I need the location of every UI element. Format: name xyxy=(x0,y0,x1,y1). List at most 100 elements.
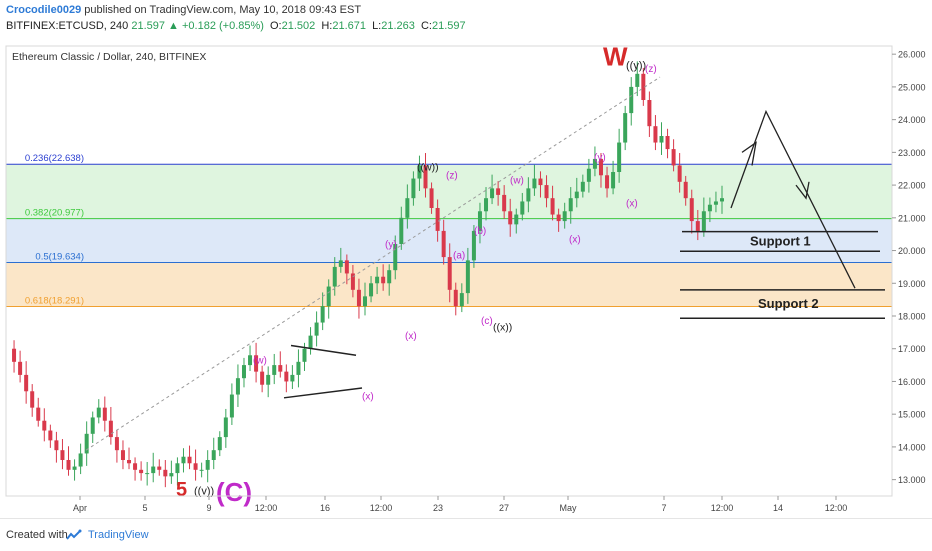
fib-label: 0.5(19.634) xyxy=(35,252,84,263)
candle-body xyxy=(381,276,386,284)
candle-body xyxy=(260,371,265,385)
drawings: Support 1 Support 2 xyxy=(85,76,885,451)
candle-body xyxy=(12,348,17,362)
candle-body xyxy=(695,221,700,231)
wave-label: W xyxy=(603,42,628,72)
tradingview-brand[interactable]: TradingView xyxy=(88,529,149,541)
candle-body xyxy=(411,178,416,199)
candle-body xyxy=(611,172,616,189)
x-tick-label: May xyxy=(559,503,577,513)
wave-label: (y) xyxy=(594,153,606,164)
candle-body xyxy=(393,244,398,271)
wave-label: (x) xyxy=(569,234,581,245)
candle-body xyxy=(181,456,186,464)
trend-dashed-line xyxy=(85,76,661,451)
support-2-label: Support 2 xyxy=(758,296,819,311)
candle-body xyxy=(42,420,47,431)
candle-body xyxy=(120,450,125,460)
x-tick-label: 14 xyxy=(773,503,783,513)
open-value: 21.502 xyxy=(281,20,316,32)
low-value: 21.263 xyxy=(381,20,415,32)
candle-body xyxy=(713,201,718,205)
candle-body xyxy=(598,158,603,176)
candle-body xyxy=(635,73,640,87)
candle-body xyxy=(102,407,107,421)
tradingview-logo-icon xyxy=(66,529,82,540)
triangle-upper-line xyxy=(290,344,357,357)
y-tick-label: 22.000 xyxy=(898,181,926,191)
y-tick-label: 23.000 xyxy=(898,148,926,158)
candle-body xyxy=(290,374,295,382)
candle-body xyxy=(127,460,132,464)
arrow-up-icon xyxy=(741,141,757,166)
candle-body xyxy=(417,165,422,179)
y-tick-label: 13.000 xyxy=(898,475,926,485)
wave-label: (C) xyxy=(216,477,252,507)
chart-title: Ethereum Classic / Dollar, 240, BITFINEX xyxy=(12,51,206,63)
candle-body xyxy=(677,165,682,182)
price-chart[interactable]: 0.236(22.638) 0.382(20.977) 0.5(19.634) 0.6… xyxy=(0,38,932,516)
wave-label: ((y)) xyxy=(626,60,646,72)
wave-label: ((v)) xyxy=(194,485,214,497)
fib-levels: 0.236(22.638) 0.382(20.977) 0.5(19.634) 0.6… xyxy=(6,153,892,307)
candle-body xyxy=(429,188,434,208)
candle-body xyxy=(193,463,198,470)
candle-body xyxy=(683,181,688,199)
candle-body xyxy=(671,149,676,166)
candle-body xyxy=(278,365,283,372)
y-tick-label: 26.000 xyxy=(898,50,926,60)
candle-body xyxy=(36,407,41,421)
candle-body xyxy=(659,136,664,143)
candle-body xyxy=(48,430,53,441)
author-name[interactable]: Crocodile0029 xyxy=(6,4,82,16)
candle-body xyxy=(647,100,652,127)
candle-body xyxy=(54,440,59,451)
wave-label: ((w)) xyxy=(417,161,439,173)
candle-body xyxy=(241,365,246,379)
created-with-text: Created with xyxy=(6,529,68,541)
candle-body xyxy=(574,191,579,199)
x-tick-label: 12:00 xyxy=(370,503,393,513)
chart-area[interactable]: 0.236(22.638) 0.382(20.977) 0.5(19.634) 0.6… xyxy=(0,38,932,516)
candle-body xyxy=(605,175,610,189)
candle-body xyxy=(84,433,89,454)
candle-body xyxy=(508,211,513,225)
candle-body xyxy=(441,230,446,258)
candle-body xyxy=(205,460,210,470)
candle-body xyxy=(326,286,331,307)
candle-body xyxy=(157,466,162,470)
candle-body xyxy=(641,73,646,100)
candle-body xyxy=(308,335,313,349)
candle-body xyxy=(538,178,543,186)
candle-body xyxy=(586,168,591,182)
candle-body xyxy=(592,158,597,169)
candle-body xyxy=(562,211,567,222)
arrow-down-icon xyxy=(795,181,810,200)
y-tick-label: 18.000 xyxy=(898,312,926,322)
candle-body xyxy=(653,126,658,143)
candle-body xyxy=(484,198,489,212)
published-text: published on TradingView.com, May 10, 20… xyxy=(84,4,362,16)
candle-body xyxy=(490,188,495,199)
candle-body xyxy=(211,450,216,460)
candle-body xyxy=(163,469,168,477)
open-label: O: xyxy=(270,20,282,32)
candle-body xyxy=(350,273,355,290)
y-tick-label: 20.000 xyxy=(898,246,926,256)
candle-body xyxy=(629,86,634,114)
candle-body xyxy=(254,355,259,372)
wave-label: (w) xyxy=(510,175,524,186)
candle-body xyxy=(453,289,458,307)
candle-body xyxy=(272,365,277,375)
candle-body xyxy=(459,293,464,307)
candle-body xyxy=(526,188,531,202)
wave-label: (z) xyxy=(645,64,657,75)
candle-body xyxy=(701,211,706,231)
candle-body xyxy=(217,437,222,451)
x-tick-label: 9 xyxy=(206,503,211,513)
support-1-label: Support 1 xyxy=(750,233,811,248)
candle-body xyxy=(133,463,138,470)
plot-frame xyxy=(5,45,893,497)
y-tick-label: 15.000 xyxy=(898,410,926,420)
candle-body xyxy=(689,198,694,222)
